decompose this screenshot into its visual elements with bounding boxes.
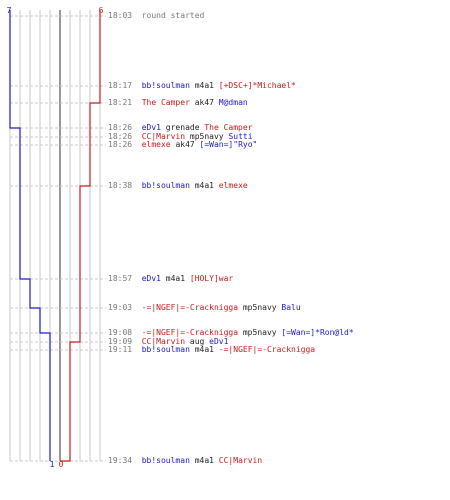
event-player: bb!soulman bbox=[141, 181, 190, 190]
event-row: 18:26 CC|Marvin mp5navy Sutti bbox=[108, 132, 253, 142]
event-player: [HOLY]war bbox=[189, 274, 234, 283]
event-weapon: ak47 bbox=[189, 98, 219, 107]
event-weapon: mp5navy bbox=[238, 303, 282, 312]
event-weapon: m4a1 bbox=[189, 181, 219, 190]
event-time: 19:03 bbox=[108, 303, 142, 312]
event-player: -=|NGEF|=-Cracknigga bbox=[141, 303, 239, 312]
event-player: The Camper bbox=[141, 98, 190, 107]
event-weapon: mp5navy bbox=[238, 328, 282, 337]
event-time: 18:26 bbox=[108, 132, 142, 141]
event-row: 18:26 eDv1 grenade The Camper bbox=[108, 123, 253, 133]
event-row: 18:38 bb!soulman m4a1 elmexe bbox=[108, 181, 248, 191]
event-player: eDv1 bbox=[141, 123, 161, 132]
event-time: 18:26 bbox=[108, 123, 142, 132]
blue-team-step-line bbox=[9, 10, 51, 461]
red-team-step-line bbox=[60, 10, 101, 462]
red-start-count: 6 bbox=[99, 6, 104, 15]
event-player: eDv1 bbox=[141, 274, 161, 283]
event-row: 19:11 bb!soulman m4a1 -=|NGEF|=-Cracknig… bbox=[108, 345, 315, 355]
event-player: [=Wan=]"Ryo" bbox=[199, 140, 258, 149]
event-weapon: aug bbox=[185, 337, 210, 346]
event-row: 18:57 eDv1 m4a1 [HOLY]war bbox=[108, 274, 233, 284]
event-time: 18:21 bbox=[108, 98, 142, 107]
event-player: M@dman bbox=[218, 98, 248, 107]
event-time: 18:57 bbox=[108, 274, 142, 283]
event-player: The Camper bbox=[204, 123, 253, 132]
event-time: 19:08 bbox=[108, 328, 142, 337]
event-player: CC|Marvin bbox=[141, 337, 186, 346]
event-row: 18:21 The Camper ak47 M@dman bbox=[108, 98, 248, 108]
event-player: [+DSC+]*Michael* bbox=[218, 81, 296, 90]
event-time: 19:09 bbox=[108, 337, 142, 346]
event-player: elmexe bbox=[218, 181, 248, 190]
event-player: eDv1 bbox=[209, 337, 229, 346]
red-end-count: 0 bbox=[59, 460, 64, 469]
event-player: Sutti bbox=[228, 132, 253, 141]
event-player: bb!soulman bbox=[141, 456, 190, 465]
event-time: 18:17 bbox=[108, 81, 142, 90]
event-weapon: m4a1 bbox=[160, 274, 190, 283]
event-player: Balu bbox=[281, 303, 301, 312]
event-row: 18:26 elmexe ak47 [=Wan=]"Ryo" bbox=[108, 140, 257, 150]
event-weapon: grenade bbox=[160, 123, 205, 132]
event-player: elmexe bbox=[141, 140, 171, 149]
event-time: 19:34 bbox=[108, 456, 142, 465]
event-row: 19:09 CC|Marvin aug eDv1 bbox=[108, 337, 228, 347]
event-time: 18:03 bbox=[108, 11, 142, 20]
event-player: CC|Marvin bbox=[141, 132, 186, 141]
event-row: 18:17 bb!soulman m4a1 [+DSC+]*Michael* bbox=[108, 81, 296, 91]
event-player: bb!soulman bbox=[141, 81, 190, 90]
event-row: 18:03 round started bbox=[108, 11, 204, 21]
event-row: 19:34 bb!soulman m4a1 CC|Marvin bbox=[108, 456, 262, 466]
event-time: 19:11 bbox=[108, 345, 142, 354]
blue-start-count: 7 bbox=[7, 6, 12, 15]
event-message: round started bbox=[141, 11, 205, 20]
event-player: -=|NGEF|=-Cracknigga bbox=[141, 328, 239, 337]
event-player: [=Wan=]*Ron@ld* bbox=[281, 328, 354, 337]
blue-end-count: 1 bbox=[50, 460, 55, 469]
event-player: CC|Marvin bbox=[218, 456, 263, 465]
event-time: 18:26 bbox=[108, 140, 142, 149]
event-player: -=|NGEF|=-Cracknigga bbox=[218, 345, 316, 354]
event-weapon: mp5navy bbox=[185, 132, 229, 141]
event-weapon: m4a1 bbox=[189, 345, 219, 354]
event-time: 18:38 bbox=[108, 181, 142, 190]
event-row: 19:03 -=|NGEF|=-Cracknigga mp5navy Balu bbox=[108, 303, 301, 313]
event-weapon: m4a1 bbox=[189, 456, 219, 465]
event-weapon: ak47 bbox=[170, 140, 200, 149]
event-player: bb!soulman bbox=[141, 345, 190, 354]
event-row: 19:08 -=|NGEF|=-Cracknigga mp5navy [=Wan… bbox=[108, 328, 354, 338]
event-weapon: m4a1 bbox=[189, 81, 219, 90]
